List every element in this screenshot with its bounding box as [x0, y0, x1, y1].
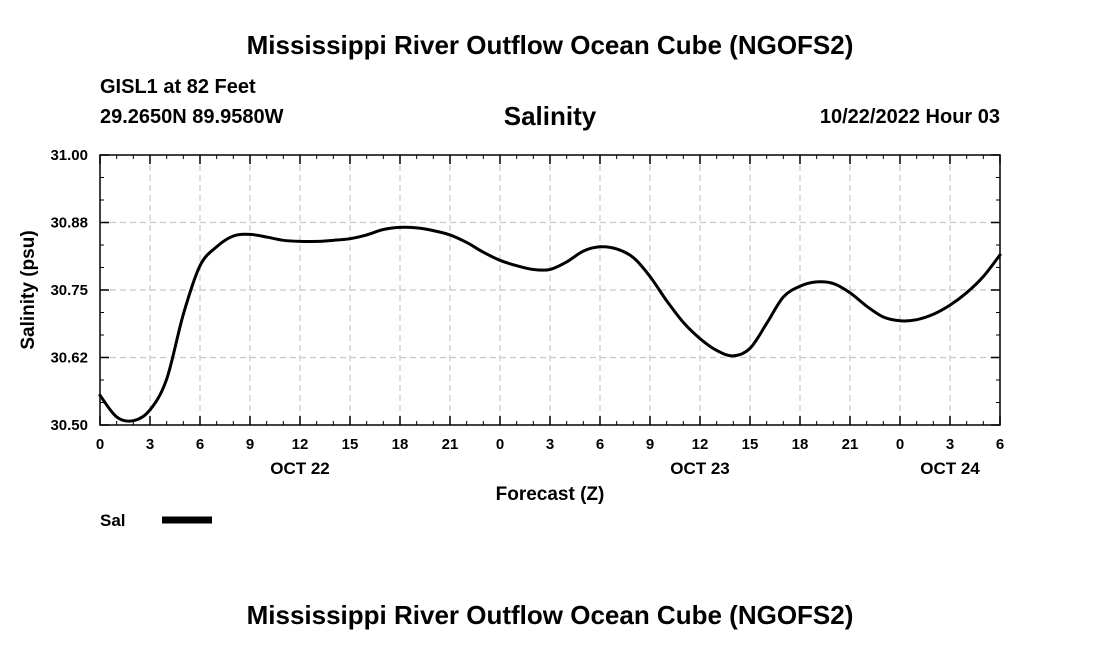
forecast-run-time: 10/22/2022 Hour 03: [819, 106, 1000, 128]
y-tick-label: 30.75: [50, 282, 88, 299]
day-label: OCT 24: [920, 459, 980, 478]
x-tick-label: 15: [342, 436, 359, 453]
y-tick-label: 30.50: [50, 417, 88, 434]
x-tick-label: 6: [196, 436, 204, 453]
y-tick-labels: 30.50 30.62 30.75 30.88 31.00: [50, 147, 88, 434]
x-tick-label: 21: [842, 436, 859, 453]
day-label: OCT 23: [670, 459, 730, 478]
station-name: GISL1 at 82 Feet: [100, 76, 256, 98]
chart-title: Salinity: [503, 101, 597, 131]
x-axis-label: Forecast (Z): [496, 484, 605, 505]
x-tick-label: 0: [96, 436, 104, 453]
axis-ticks: [99, 154, 1001, 426]
x-tick-label: 0: [896, 436, 904, 453]
y-tick-label: 30.88: [50, 215, 88, 232]
main-title: Mississippi River Outflow Ocean Cube (NG…: [246, 30, 854, 60]
bottom-title: Mississippi River Outflow Ocean Cube (NG…: [246, 600, 854, 630]
x-tick-label: 15: [742, 436, 759, 453]
x-tick-label: 3: [946, 436, 954, 453]
x-tick-label: 21: [442, 436, 459, 453]
legend-label: Sal: [100, 511, 126, 530]
y-tick-label: 30.62: [50, 350, 88, 367]
day-label: OCT 22: [270, 459, 330, 478]
x-tick-label: 9: [246, 436, 254, 453]
x-tick-label: 18: [392, 436, 409, 453]
day-labels: OCT 22 OCT 23 OCT 24: [270, 459, 980, 478]
salinity-series-line: [98, 225, 1002, 423]
x-tick-label: 12: [692, 436, 709, 453]
x-tick-label: 6: [596, 436, 604, 453]
y-tick-label: 31.00: [50, 147, 88, 164]
x-tick-label: 3: [146, 436, 154, 453]
station-coordinates: 29.2650N 89.9580W: [100, 106, 284, 128]
x-tick-label: 12: [292, 436, 309, 453]
grid: [100, 155, 1000, 425]
x-tick-label: 3: [546, 436, 554, 453]
x-tick-label: 6: [996, 436, 1004, 453]
x-tick-label: 0: [496, 436, 504, 453]
y-axis-label: Salinity (psu): [18, 230, 39, 349]
x-tick-labels: 0 3 6 9 12 15 18 21 0 3 6 9 12 15 18 21 0 3 6: [96, 436, 1004, 453]
x-tick-label: 18: [792, 436, 809, 453]
x-tick-label: 9: [646, 436, 654, 453]
